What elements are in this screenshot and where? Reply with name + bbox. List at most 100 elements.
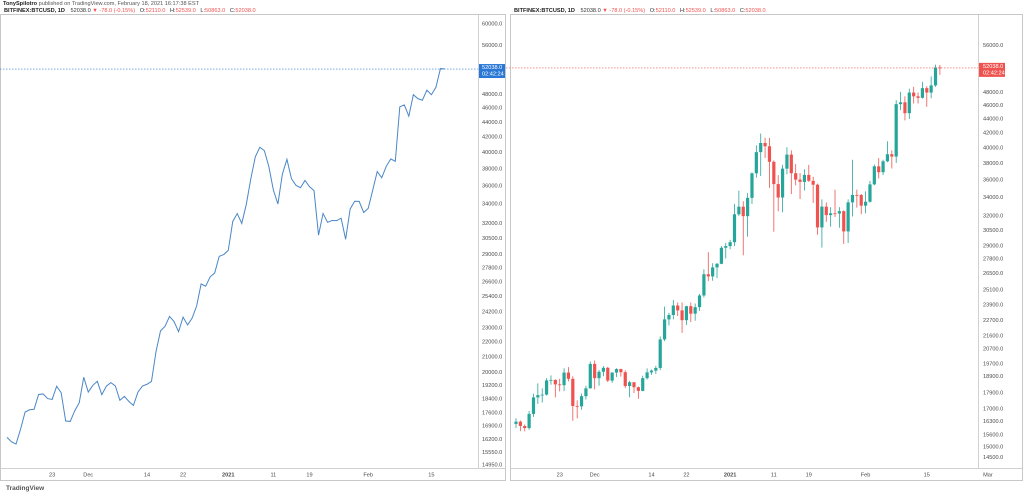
candle-body <box>614 369 619 373</box>
candle-body <box>514 421 518 424</box>
y-tick-label: 18400.0 <box>482 396 502 402</box>
symbol: BITFINEX:BTCUSD, 1D <box>4 8 65 14</box>
panel-frame <box>0 14 506 481</box>
candle-body <box>903 102 907 114</box>
ohlc-value: 52110.0 <box>145 8 166 14</box>
y-tick-label: 42000.0 <box>983 131 1003 137</box>
candle-body <box>523 425 527 429</box>
candle-body <box>593 363 597 379</box>
candle-body <box>697 295 702 308</box>
candle-body <box>606 367 610 381</box>
candle-body <box>719 247 723 264</box>
candle-body <box>772 161 776 185</box>
x-tick-label: Dec <box>83 472 93 478</box>
candle-body <box>575 405 579 407</box>
y-tick-label: 30500.0 <box>482 236 502 242</box>
y-tick-label: 56000.0 <box>482 43 502 49</box>
candle-body <box>662 319 667 340</box>
chart-legend: BITFINEX:BTCUSD, 1D 52038.0 ▼ -78.0 (-0.… <box>4 8 256 14</box>
x-tick-label: 14 <box>648 472 654 478</box>
candle-body <box>759 143 763 153</box>
y-tick-label: 44000.0 <box>983 117 1003 123</box>
candle-body <box>544 380 549 395</box>
countdown: 02:42:24 <box>983 70 1005 76</box>
candle-body <box>929 85 933 93</box>
candle-body <box>872 166 876 185</box>
x-tick-label: Mar <box>983 472 993 478</box>
y-tick-label: 40000.0 <box>983 146 1003 152</box>
ohlc-label: O: <box>139 8 146 14</box>
y-tick-label: 29000.0 <box>482 252 502 258</box>
candle-body <box>780 168 785 198</box>
y-tick-label: 15550.0 <box>482 450 502 456</box>
candle-body <box>842 211 846 232</box>
y-tick-label: 42000.0 <box>482 135 502 141</box>
candle-body <box>912 92 916 97</box>
symbol: BITFINEX:BTCUSD, 1D <box>514 8 575 14</box>
candle-body <box>798 179 802 182</box>
candle-body <box>890 154 894 157</box>
publish-info: published on TradingView.com, February 1… <box>38 1 199 7</box>
ohlc-label: H: <box>679 8 686 14</box>
y-tick-label: 29000.0 <box>983 244 1003 250</box>
candle-body <box>689 306 693 314</box>
candle-body <box>938 67 942 69</box>
candle-body <box>540 394 544 396</box>
y-tick-label: 32000.0 <box>983 214 1003 220</box>
ohlc-label: L: <box>200 8 206 14</box>
y-tick-label: 27800.0 <box>482 265 502 271</box>
y-tick-label: 26600.0 <box>482 279 502 285</box>
x-tick-label: 2021 <box>724 472 736 478</box>
candle-body <box>610 372 614 381</box>
candle-body <box>898 102 903 105</box>
candle-body <box>732 214 737 243</box>
x-tick-label: 15 <box>924 472 930 478</box>
y-tick-label: 34000.0 <box>482 202 502 208</box>
author: TonySpilotro <box>3 1 38 7</box>
ohlc-label: L: <box>710 8 716 14</box>
candle-body <box>601 367 605 372</box>
countdown: 02:42:24 <box>482 72 504 78</box>
ohlc-label: C: <box>229 8 236 14</box>
candle-body <box>728 242 732 247</box>
y-tick-label: 26500.0 <box>983 271 1003 277</box>
candle-body <box>750 173 754 198</box>
candle-body <box>671 305 675 315</box>
y-tick-label: 16300.0 <box>983 419 1003 425</box>
y-tick-label: 23900.0 <box>983 302 1003 308</box>
y-tick-label: 20700.0 <box>983 346 1003 352</box>
candle-body <box>623 372 627 387</box>
ohlc-value: 52038.0 <box>745 8 766 14</box>
y-tick-label: 16900.0 <box>482 423 502 429</box>
candle-body <box>553 379 557 385</box>
candle-body <box>746 197 750 217</box>
candle-body <box>833 213 837 215</box>
candle-body <box>562 372 566 386</box>
candle-body <box>584 388 588 397</box>
x-tick-label: 14 <box>144 472 150 478</box>
y-tick-label: 15600.0 <box>983 433 1003 439</box>
candle-body <box>807 174 811 181</box>
candle-body <box>684 306 689 321</box>
y-tick-label: 16200.0 <box>482 437 502 443</box>
candle-body <box>531 397 536 414</box>
brand: TradingView <box>6 485 45 492</box>
candle-body <box>881 161 885 173</box>
candle-body <box>877 166 881 173</box>
candle-body <box>527 413 531 429</box>
x-tick-label: 19 <box>306 472 312 478</box>
x-tick-label: 23 <box>557 472 563 478</box>
candle-body <box>767 146 772 162</box>
x-tick-label: 2021 <box>222 472 234 478</box>
y-tick-label: 17000.0 <box>983 406 1003 412</box>
panel-frame <box>510 14 1023 481</box>
y-tick-label: 14950.0 <box>482 462 502 468</box>
y-tick-label: 17900.0 <box>983 391 1003 397</box>
y-tick-label: 48000.0 <box>983 90 1003 96</box>
candle-body <box>676 305 680 311</box>
y-tick-label: 46000.0 <box>482 106 502 112</box>
x-tick-label: Feb <box>861 472 871 478</box>
last-price-label: 52038.0 <box>983 64 1003 70</box>
candle-body <box>636 387 640 391</box>
